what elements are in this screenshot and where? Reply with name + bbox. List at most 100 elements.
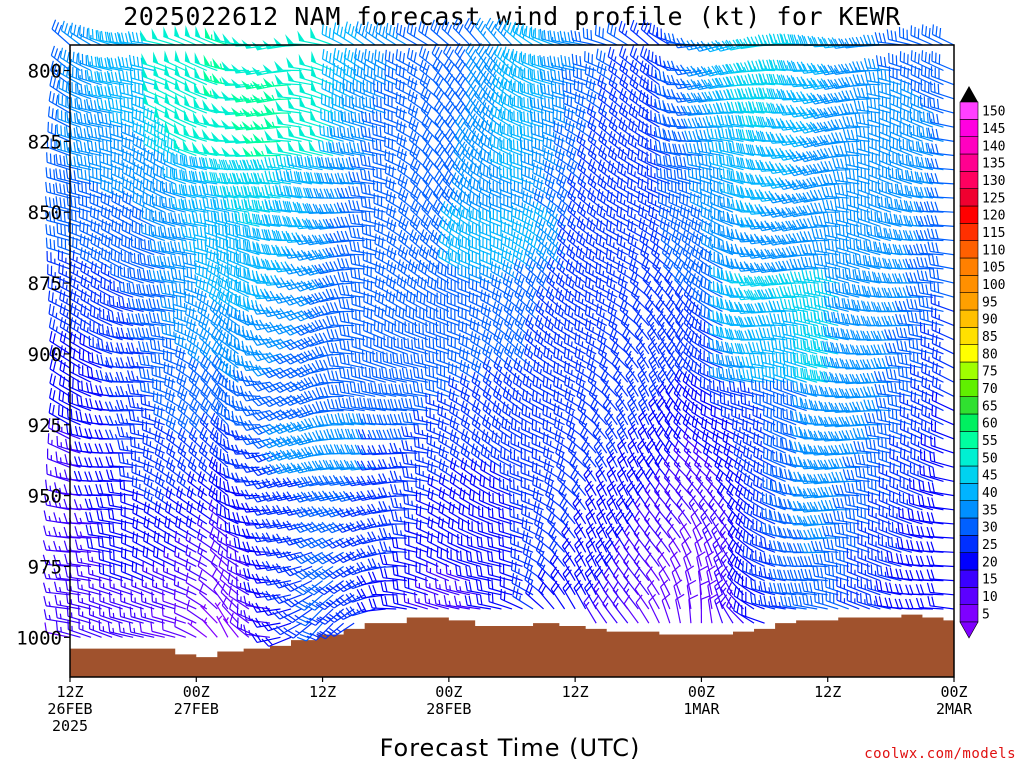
wind-barb (194, 52, 218, 72)
barb-flag (231, 36, 242, 46)
barb-flag (264, 143, 274, 154)
barb-feather (829, 187, 834, 198)
barb-feather (557, 57, 561, 68)
barb-feather (382, 26, 386, 37)
barb-feather (672, 65, 679, 76)
barb-staff (730, 44, 755, 51)
barb-feather (709, 116, 714, 127)
barb-feather (56, 80, 60, 91)
barb-feather (410, 24, 414, 35)
barb-flag (220, 91, 231, 101)
barb-feather (110, 57, 114, 68)
barb-feather (381, 53, 384, 64)
barb-feather (852, 61, 857, 72)
barb-feather (710, 128, 714, 139)
barb-feather (898, 152, 901, 163)
barb-feather (723, 89, 729, 100)
barb-feather (578, 106, 582, 117)
barb-feather (348, 156, 352, 167)
barb-staff (504, 28, 523, 46)
barb-feather (118, 82, 122, 93)
barb-feather (556, 173, 561, 183)
barb-feather (707, 79, 714, 89)
barb-feather (770, 74, 775, 84)
barb-feather (550, 165, 554, 176)
barb-feather (770, 88, 775, 99)
barb-feather (333, 126, 336, 137)
barb-feather (933, 82, 936, 93)
wind-barb (724, 38, 755, 51)
barb-feather (758, 73, 763, 84)
barb-feather (437, 49, 443, 60)
barb-feather (864, 70, 868, 81)
barb-feather (52, 93, 55, 104)
barb-feather (184, 184, 188, 195)
barb-feather (802, 63, 809, 74)
wind-barb (174, 78, 197, 100)
barb-feather (126, 84, 129, 95)
barb-feather (424, 117, 430, 128)
barb-feather (146, 135, 150, 146)
barb-feather (637, 119, 641, 130)
barb-half-feather (260, 83, 265, 89)
barb-feather (722, 154, 725, 165)
barb-feather (853, 183, 856, 194)
barb-feather (483, 72, 490, 83)
barb-feather (402, 67, 405, 78)
barb-feather (499, 50, 505, 60)
barb-feather (424, 159, 431, 169)
barb-feather (80, 83, 83, 95)
barb-feather (264, 156, 268, 167)
barb-feather (739, 38, 746, 49)
barb-feather (721, 141, 725, 152)
barb-feather (422, 48, 427, 59)
barb-feather (251, 186, 255, 197)
barb-flag (275, 127, 284, 139)
barb-feather (800, 76, 806, 86)
barb-feather (863, 141, 866, 152)
barb-flag (141, 53, 148, 66)
wind-barb (142, 79, 165, 100)
barb-feather (852, 156, 855, 167)
barb-feather (796, 76, 802, 87)
barb-feather (711, 78, 718, 88)
barb-feather (188, 185, 192, 196)
wind-barb (475, 17, 492, 46)
barb-feather (704, 142, 708, 153)
barb-half-feather (604, 112, 608, 118)
barb-feather (823, 79, 830, 89)
barb-feather (676, 38, 683, 48)
wind-barb (931, 24, 955, 46)
barb-feather (502, 67, 507, 78)
barb-feather (121, 135, 124, 146)
wind-barb (310, 51, 334, 72)
barb-feather (521, 24, 524, 35)
barb-feather (339, 126, 342, 137)
barb-feather (722, 168, 725, 179)
barb-feather (100, 178, 102, 189)
barb-feather (272, 157, 276, 168)
wind-barb (928, 112, 955, 128)
barb-feather (125, 150, 128, 161)
barb-feather (697, 79, 704, 89)
barb-feather (85, 183, 87, 194)
barb-half-feather (492, 71, 497, 77)
barb-feather (700, 142, 704, 153)
barb-half-feather (593, 183, 597, 189)
barb-flag (191, 141, 200, 153)
barb-feather (102, 139, 105, 150)
barb-feather (500, 24, 506, 34)
barb-feather (840, 158, 844, 169)
barb-feather (413, 66, 417, 77)
barb-feather (337, 157, 342, 168)
barb-feather (725, 64, 731, 74)
wind-barb (151, 28, 176, 46)
barb-half-feather (209, 90, 212, 96)
barb-feather (345, 80, 348, 91)
barb-feather (828, 174, 834, 184)
wind-barb (67, 80, 92, 100)
barb-feather (477, 88, 483, 99)
barb-feather (917, 141, 921, 152)
barb-feather (156, 165, 159, 176)
wind-barb (921, 24, 944, 46)
